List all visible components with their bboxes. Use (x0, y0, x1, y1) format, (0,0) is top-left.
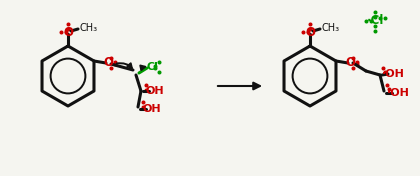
Text: CH₃: CH₃ (322, 23, 340, 33)
Text: O: O (305, 26, 315, 39)
Text: O: O (103, 56, 113, 70)
Text: Cl: Cl (146, 62, 158, 72)
Text: OH: OH (146, 86, 164, 96)
Text: ·Cl: ·Cl (366, 14, 384, 27)
Text: ·OH: ·OH (381, 69, 404, 79)
Text: ·OH: ·OH (386, 88, 410, 98)
Text: O: O (63, 26, 73, 39)
Text: OH: OH (143, 104, 161, 114)
Text: O: O (345, 56, 355, 70)
Text: CH₃: CH₃ (80, 23, 98, 33)
